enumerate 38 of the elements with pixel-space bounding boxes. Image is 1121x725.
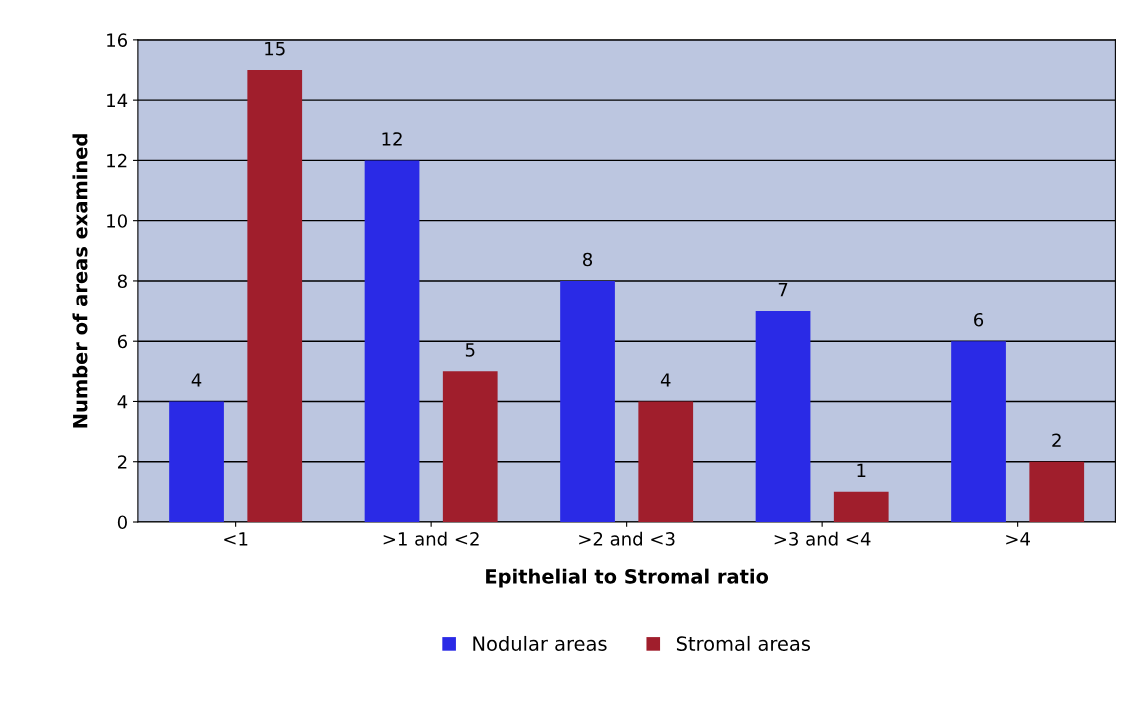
data-label: 2 [1052, 433, 1061, 447]
y-tick-label: 4 [117, 395, 128, 409]
data-label: 15 [265, 41, 285, 56]
data-label: 7 [778, 283, 788, 297]
y-tick-label: 14 [107, 93, 128, 107]
bar [247, 70, 303, 522]
y-tick-label: 10 [107, 214, 127, 228]
bar [833, 491, 889, 522]
y-tick-label: 16 [107, 33, 128, 47]
x-tick-label: >2 and <3 [579, 531, 675, 546]
x-axis-title: Epithelial to Stromal ratio [486, 568, 769, 588]
x-tick-label: >3 and <4 [774, 531, 871, 546]
data-label: 6 [974, 312, 984, 327]
bar [442, 371, 498, 522]
bar [169, 401, 224, 522]
y-tick-label: 0 [117, 515, 127, 530]
data-label: 4 [660, 373, 671, 387]
data-label: 1 [857, 463, 866, 477]
y-axis-title: Number of areas examined [72, 134, 88, 428]
bar [1029, 461, 1085, 522]
x-tick-label: <1 [224, 532, 248, 546]
y-tick-label: 12 [107, 153, 127, 168]
legend-label: Stromal areas [676, 635, 811, 651]
data-label: 4 [191, 373, 202, 387]
bar [755, 311, 811, 522]
bar [638, 401, 694, 522]
bar [364, 160, 420, 522]
data-label: 5 [465, 343, 475, 357]
y-tick-label: 2 [118, 455, 127, 469]
y-tick-label: 6 [117, 334, 128, 349]
x-tick-label: >1 and <2 [383, 531, 479, 546]
bar [560, 280, 615, 522]
x-tick-label: >4 [1006, 532, 1030, 546]
data-label: 12 [382, 132, 402, 146]
bar [951, 341, 1006, 522]
legend-label: Nodular areas [473, 635, 607, 651]
data-label: 8 [583, 252, 593, 267]
y-tick-label: 8 [117, 274, 127, 289]
